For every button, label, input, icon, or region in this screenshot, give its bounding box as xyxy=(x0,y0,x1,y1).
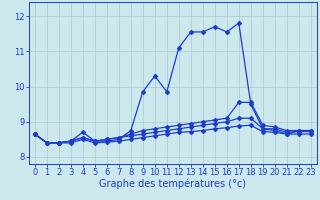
X-axis label: Graphe des températures (°c): Graphe des températures (°c) xyxy=(99,179,246,189)
